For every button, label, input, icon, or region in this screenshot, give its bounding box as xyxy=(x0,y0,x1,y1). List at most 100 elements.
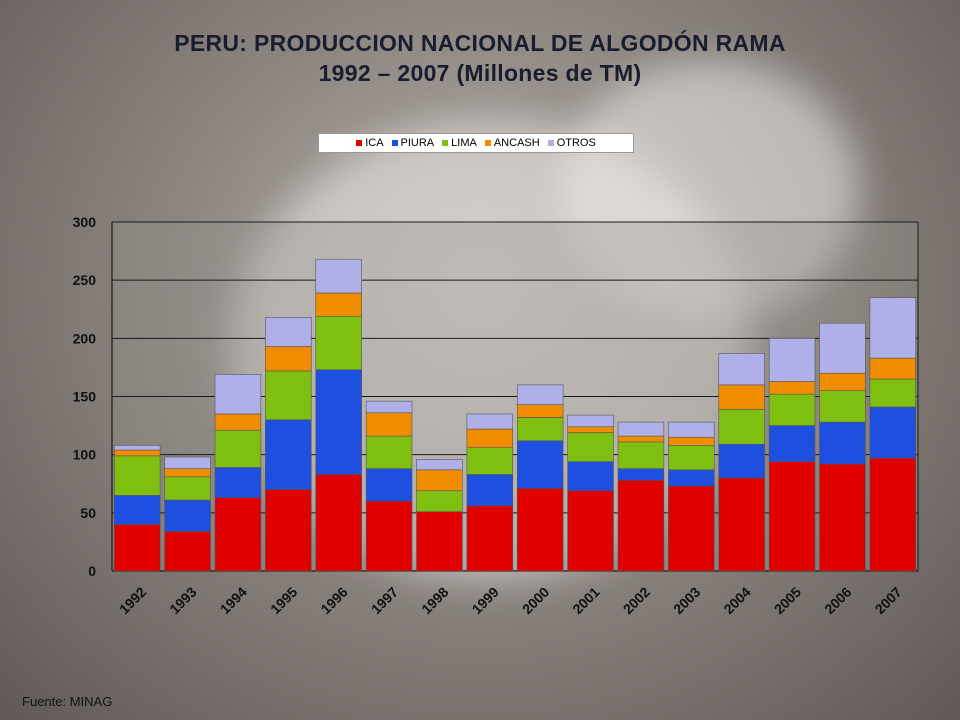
bar-segment-otros-2006 xyxy=(819,322,866,374)
x-tick-label: 1999 xyxy=(469,584,502,617)
bar-segment-lima-1993 xyxy=(164,476,211,501)
bar-segment-ica-2006 xyxy=(819,463,866,572)
bar-segment-ica-1996 xyxy=(315,474,362,572)
chart-subtitle: 1992 – 2007 (Millones de TM) xyxy=(318,60,642,86)
x-tick-label: 2005 xyxy=(771,584,804,617)
legend-swatch xyxy=(484,140,491,146)
legend-item-piura: PIURA xyxy=(391,137,434,149)
y-tick-label: 100 xyxy=(73,447,97,463)
x-tick-label: 2001 xyxy=(569,584,602,617)
bar-segment-lima-2006 xyxy=(819,390,866,423)
y-tick-label: 150 xyxy=(73,389,97,405)
x-tick-label: 2006 xyxy=(821,584,854,617)
bar-segment-piura-2007 xyxy=(869,406,917,459)
bar-segment-lima-2005 xyxy=(768,393,816,426)
legend-swatch xyxy=(547,140,554,146)
bar-segment-ica-2001 xyxy=(567,490,614,572)
bar-segment-otros-1995 xyxy=(265,317,312,347)
bar-segment-ancash-1999 xyxy=(466,428,514,448)
bar-segment-ancash-2002 xyxy=(617,435,665,443)
x-tick-label: 1992 xyxy=(116,584,149,617)
bar-segment-lima-1995 xyxy=(265,370,312,421)
bar-segment-lima-1998 xyxy=(416,490,463,512)
bar-segment-lima-1994 xyxy=(214,429,262,468)
bar-segment-ica-1999 xyxy=(466,505,514,572)
bar-segment-ancash-1994 xyxy=(214,413,262,431)
bar-segment-otros-1992 xyxy=(113,445,161,451)
chart-legend: ICA PIURA LIMA ANCASH OTROS xyxy=(318,133,634,153)
bar-segment-piura-1994 xyxy=(214,467,262,499)
x-tick-label: 1996 xyxy=(317,584,350,617)
y-tick-label: 50 xyxy=(80,505,96,521)
bar-segment-ancash-2004 xyxy=(718,384,765,410)
bar-segment-otros-2000 xyxy=(516,384,564,405)
bar-segment-piura-1996 xyxy=(315,369,362,475)
bar-segment-piura-2002 xyxy=(617,468,665,481)
bar-segment-piura-2005 xyxy=(768,425,816,462)
x-tick-label: 2003 xyxy=(670,584,703,617)
bar-segment-otros-2003 xyxy=(668,421,715,438)
bar-segment-ica-1992 xyxy=(113,524,161,572)
bar-segment-ancash-2001 xyxy=(567,426,614,433)
legend-item-ancash: ANCASH xyxy=(484,137,540,149)
x-tick-label: 2007 xyxy=(872,584,905,617)
bar-segment-otros-1993 xyxy=(164,456,211,469)
bar-segment-ica-2007 xyxy=(869,457,917,572)
y-tick-label: 250 xyxy=(73,272,97,288)
legend-label: OTROS xyxy=(556,137,596,149)
bar-segment-piura-1992 xyxy=(113,495,161,525)
bar-segment-ica-2003 xyxy=(668,485,715,572)
bar-segment-ancash-2000 xyxy=(516,404,564,418)
bar-segment-ancash-1995 xyxy=(265,346,312,372)
legend-swatch xyxy=(356,140,363,146)
bar-segment-ancash-1996 xyxy=(315,292,362,317)
bar-segment-piura-1995 xyxy=(265,419,312,490)
bar-segment-ica-2005 xyxy=(768,461,816,572)
bar-segment-otros-1997 xyxy=(365,400,413,414)
bar-segment-ica-2002 xyxy=(617,479,665,572)
bar-segment-piura-2006 xyxy=(819,421,866,465)
y-tick-label: 300 xyxy=(73,214,97,230)
legend-swatch xyxy=(442,140,449,146)
y-tick-label: 200 xyxy=(73,330,97,346)
bar-segment-ica-1998 xyxy=(416,511,463,572)
bar-segment-lima-1997 xyxy=(365,435,413,469)
bar-segment-otros-2005 xyxy=(768,338,816,382)
bar-segment-ancash-1998 xyxy=(416,469,463,492)
bar-segment-piura-1993 xyxy=(164,499,211,532)
bar-segment-ancash-1993 xyxy=(164,468,211,478)
legend-swatch xyxy=(391,140,398,146)
y-tick-label: 0 xyxy=(88,563,96,579)
bar-segment-otros-1999 xyxy=(466,413,514,430)
bar-segment-otros-1994 xyxy=(214,374,262,415)
source-note: Fuente: MINAG xyxy=(22,694,113,709)
bar-segment-ica-1997 xyxy=(365,500,413,572)
x-tick-label: 1997 xyxy=(368,584,401,617)
bar-segment-piura-2000 xyxy=(516,440,564,489)
bar-segment-ancash-1997 xyxy=(365,412,413,437)
bar-segment-ancash-2007 xyxy=(869,357,917,380)
bar-segment-ica-1993 xyxy=(164,531,211,572)
x-tick-label: 2004 xyxy=(720,584,753,617)
bar-segment-lima-2001 xyxy=(567,432,614,462)
legend-label: ICA xyxy=(365,137,384,149)
bar-segment-piura-1997 xyxy=(365,468,413,502)
x-tick-label: 2002 xyxy=(620,584,653,617)
legend-item-otros: OTROS xyxy=(547,137,596,149)
bar-segment-lima-2007 xyxy=(869,378,917,408)
legend-label: ANCASH xyxy=(493,137,540,149)
x-tick-label: 1995 xyxy=(267,584,300,617)
background-cotton-shape xyxy=(560,60,860,320)
x-tick-label: 2000 xyxy=(519,584,552,617)
bar-segment-lima-2004 xyxy=(718,408,765,445)
bar-segment-lima-2000 xyxy=(516,417,564,442)
bar-segment-lima-2002 xyxy=(617,441,665,469)
bar-segment-otros-1996 xyxy=(315,258,362,294)
bar-segment-ica-2004 xyxy=(718,477,765,572)
bar-segment-otros-2004 xyxy=(718,353,765,386)
bar-segment-piura-2003 xyxy=(668,469,715,487)
bar-segment-ancash-2005 xyxy=(768,381,816,395)
x-tick-label: 1994 xyxy=(217,584,250,617)
legend-item-ica: ICA xyxy=(356,137,384,149)
